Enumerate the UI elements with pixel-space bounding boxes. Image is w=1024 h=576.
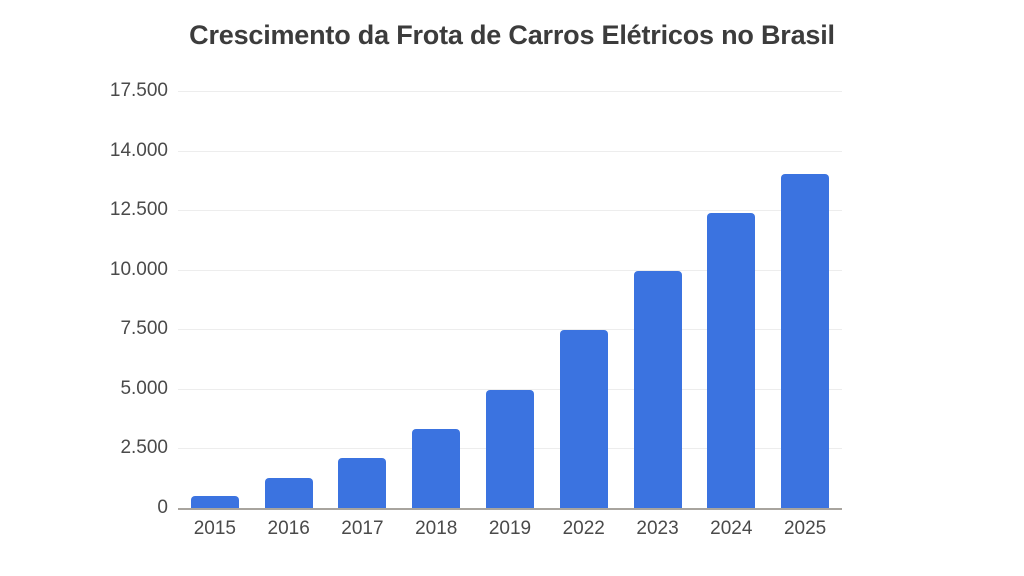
y-tick-label: 12.500 [109, 199, 168, 221]
y-tick-label: 5.000 [120, 377, 168, 399]
bar-series [178, 91, 842, 508]
chart-title: Crescimento da Frota de Carros Elétricos… [189, 20, 835, 50]
y-tick-label: 7.500 [120, 318, 168, 340]
y-tick-label: 10.000 [109, 258, 168, 280]
x-tick-label: 2019 [488, 518, 532, 539]
gridline [178, 91, 842, 92]
gridline [178, 269, 842, 271]
gridline [178, 329, 842, 331]
bar[interactable] [338, 457, 387, 508]
x-tick-label: 2024 [710, 518, 753, 539]
x-tick-label: 2022 [562, 518, 605, 539]
x-tick-label: 2018 [415, 518, 458, 539]
bar[interactable] [707, 212, 756, 508]
x-axis-line [178, 508, 842, 510]
gridline [178, 150, 842, 152]
y-tick-label: 14.000 [109, 139, 168, 161]
gridline [178, 388, 842, 390]
x-tick-label: 2016 [267, 518, 310, 539]
y-tick-label: 2.500 [120, 437, 168, 459]
y-tick-label: 17.500 [109, 80, 168, 101]
bar[interactable] [781, 174, 830, 508]
x-tick-label: 2023 [636, 518, 679, 539]
bar[interactable] [264, 478, 313, 508]
bar[interactable] [633, 270, 682, 508]
bar[interactable] [486, 390, 534, 508]
bar[interactable] [412, 429, 461, 508]
x-tick-label: 2015 [193, 518, 237, 539]
x-tick-label: 2025 [783, 518, 827, 539]
bar[interactable] [190, 496, 239, 508]
y-axis: 17.500 14.000 12.500 10.000 7.500 5.000 2.500 0 [42, 0, 168, 576]
x-tick-label: 2017 [341, 518, 384, 539]
bar[interactable] [559, 330, 608, 508]
x-axis: 2015 2016 2017 2018 2019 2022 2023 2024 2025 [178, 518, 842, 548]
gridline [178, 210, 842, 212]
y-tick-label: 0 [157, 497, 168, 518]
